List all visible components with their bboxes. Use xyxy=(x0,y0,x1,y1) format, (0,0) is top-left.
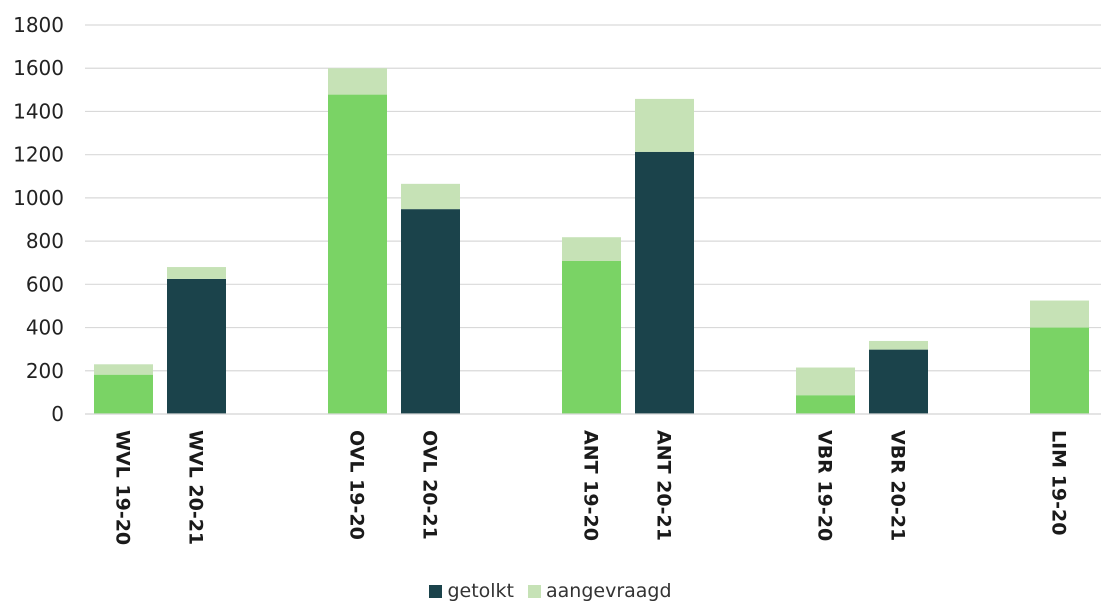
bar-aangevraagd xyxy=(796,367,855,396)
bar-aangevraagd xyxy=(328,68,387,95)
x-category-label: LIM 19-20 xyxy=(1048,430,1070,535)
bar-aangevraagd xyxy=(869,340,928,350)
x-category-label: ANT 20-21 xyxy=(653,430,675,541)
y-tick-label: 1600 xyxy=(13,56,64,80)
y-tick-label: 0 xyxy=(51,402,64,426)
x-category-label: OVL 20-21 xyxy=(419,430,441,540)
bar-aangevraagd xyxy=(1030,300,1089,328)
y-tick-label: 800 xyxy=(26,229,64,253)
y-tick-label: 1200 xyxy=(13,143,64,167)
x-category-label: WVL 20-21 xyxy=(185,430,207,545)
y-tick-label: 200 xyxy=(26,359,64,383)
legend-item-aangevraagd: aangevraagd xyxy=(528,580,672,602)
x-category-label: OVL 19-20 xyxy=(346,430,368,540)
x-category-label: VBR 19-20 xyxy=(814,430,836,541)
bar-getolkt xyxy=(1030,327,1089,414)
x-category-label: VBR 20-21 xyxy=(887,430,909,541)
y-tick-label: 1400 xyxy=(13,99,64,123)
legend-swatch-getolkt xyxy=(429,584,443,598)
y-tick-label: 400 xyxy=(26,316,64,340)
bar-getolkt xyxy=(328,94,387,415)
bar-getolkt xyxy=(869,349,928,414)
legend: getolkt aangevraagd xyxy=(0,580,1101,602)
legend-label-getolkt: getolkt xyxy=(447,580,514,602)
bar-getolkt xyxy=(94,374,153,414)
bar-getolkt xyxy=(635,151,694,414)
bar-aangevraagd xyxy=(562,237,621,261)
bar-getolkt xyxy=(796,395,855,414)
bar-getolkt xyxy=(562,260,621,414)
legend-swatch-aangevraagd xyxy=(528,584,541,598)
x-category-label: ANT 19-20 xyxy=(580,430,602,541)
y-tick-label: 600 xyxy=(26,272,64,296)
bar-aangevraagd xyxy=(167,267,226,279)
bar-aangevraagd xyxy=(635,98,694,152)
legend-item-getolkt: getolkt xyxy=(429,580,514,602)
y-tick-label: 1000 xyxy=(13,186,64,210)
bar-getolkt xyxy=(167,278,226,414)
bar-aangevraagd xyxy=(401,183,460,210)
legend-label-aangevraagd: aangevraagd xyxy=(546,580,672,602)
x-category-label: WVL 19-20 xyxy=(112,430,134,545)
bar-aangevraagd xyxy=(94,364,153,375)
bar-getolkt xyxy=(401,209,460,414)
chart-plot: 0 200 400 600 800 1000 1200 1400 1600 1800 WVL 19-… xyxy=(13,13,1101,545)
y-tick-label: 1800 xyxy=(13,13,64,37)
